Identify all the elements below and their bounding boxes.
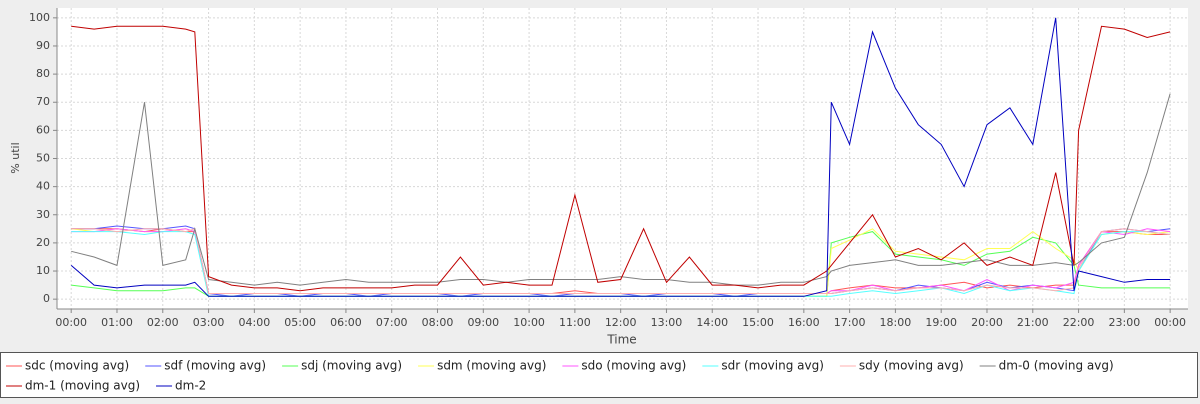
legend-label: dm-1 (moving avg): [25, 379, 140, 393]
y-tick-label: 0: [43, 292, 50, 305]
x-tick-label: 13:00: [651, 316, 683, 329]
legend-label: sdj (moving avg): [301, 359, 402, 373]
x-tick-label: 07:00: [376, 316, 408, 329]
y-tick-label: 20: [36, 236, 50, 249]
x-tick-label: 19:00: [925, 316, 957, 329]
x-tick-label: 16:00: [788, 316, 820, 329]
x-tick-label: 03:00: [193, 316, 225, 329]
series-line: [71, 228, 1171, 294]
x-tick-label: 21:00: [1017, 316, 1049, 329]
x-tick-label: 15:00: [742, 316, 774, 329]
x-tick-label: 22:00: [1063, 316, 1095, 329]
x-tick-label: 06:00: [330, 316, 362, 329]
grid: [57, 8, 1188, 309]
x-tick-label: 12:00: [605, 316, 637, 329]
legend-label: sdf (moving avg): [164, 359, 266, 373]
series-line: [71, 93, 1171, 286]
legend-label: sdr (moving avg): [721, 359, 824, 373]
axes: 0 10 20 30 40 50 60 70 80 90 100 00:00 01:00 02:00 03:…: [29, 8, 1188, 329]
legend-label: dm-0 (moving avg): [999, 359, 1114, 373]
legend-label: sdm (moving avg): [437, 359, 546, 373]
legend: sdc (moving avg) sdf (moving avg) sdj (mov…: [6, 359, 1114, 393]
x-tick-label: 04:00: [239, 316, 271, 329]
y-tick-label: 60: [36, 123, 50, 136]
legend-label: sdc (moving avg): [25, 359, 129, 373]
x-tick-label: 00:00: [55, 316, 87, 329]
x-tick-label: 14:00: [696, 316, 728, 329]
y-tick-label: 70: [36, 95, 50, 108]
y-tick-label: 10: [36, 264, 50, 277]
y-tick-label: 90: [36, 39, 50, 52]
series-line: [71, 25, 1171, 292]
y-axis-label: % util: [9, 142, 22, 173]
x-tick-label: 05:00: [284, 316, 316, 329]
y-tick-label: 30: [36, 208, 50, 221]
y-tick-label: 40: [36, 180, 50, 193]
x-tick-label: 23:00: [1109, 316, 1141, 329]
x-tick-label: 18:00: [880, 316, 912, 329]
x-tick-label: 11:00: [559, 316, 591, 329]
y-tick-label: 80: [36, 67, 50, 80]
y-tick-label: 100: [29, 11, 50, 24]
legend-label: dm-2: [175, 379, 206, 393]
lines: [70, 17, 1171, 297]
x-tick-label: 02:00: [147, 316, 179, 329]
legend-label: sdo (moving avg): [581, 359, 686, 373]
x-tick-label: 00:00: [1154, 316, 1186, 329]
x-tick-label: 17:00: [834, 316, 866, 329]
y-tick-label: 50: [36, 152, 50, 165]
x-tick-label: 01:00: [101, 316, 133, 329]
legend-label: sdy (moving avg): [859, 359, 964, 373]
x-axis-label: Time: [606, 333, 636, 347]
x-tick-label: 08:00: [422, 316, 454, 329]
x-tick-label: 09:00: [467, 316, 499, 329]
x-tick-label: 10:00: [513, 316, 545, 329]
legend-box: [0, 352, 1198, 398]
series-line: [70, 17, 1171, 297]
x-tick-label: 20:00: [971, 316, 1003, 329]
